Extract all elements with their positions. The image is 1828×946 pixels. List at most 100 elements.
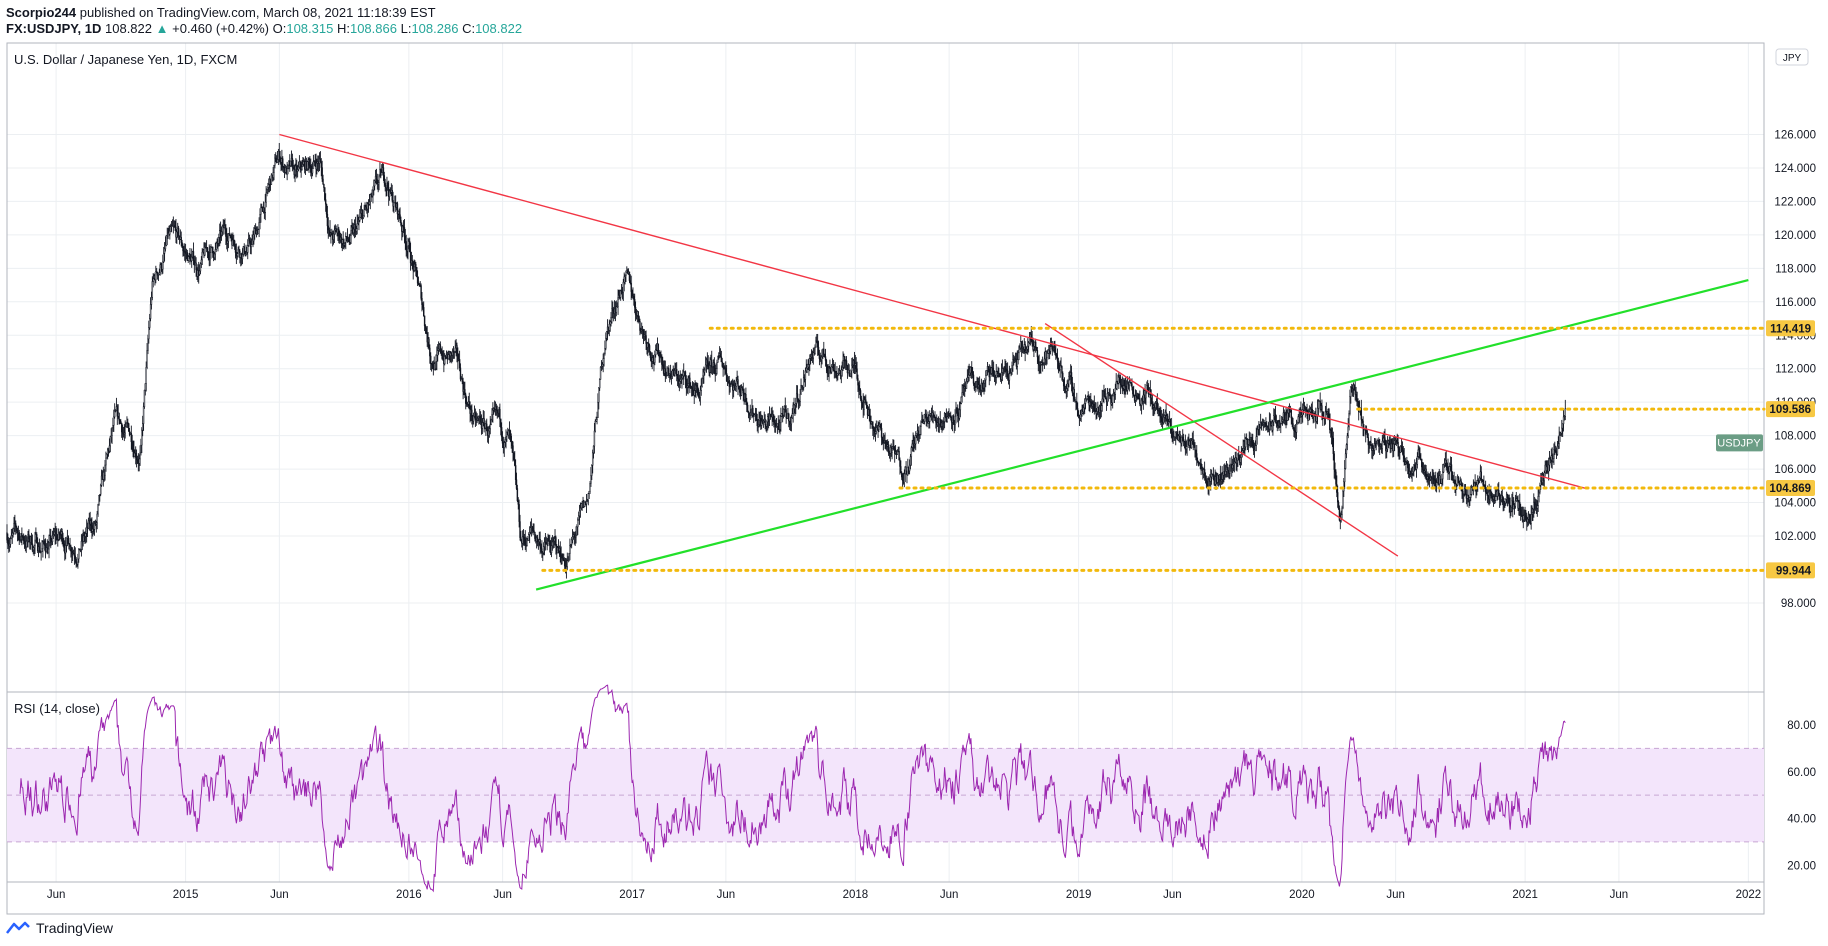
tradingview-brand[interactable]: TradingView	[6, 920, 113, 936]
candle-body	[1290, 409, 1292, 419]
candle-body	[1056, 357, 1059, 362]
candle-body	[599, 366, 602, 380]
price-axis[interactable]: 126.000 124.000 122.000 120.000 118.000 116.0…	[1774, 130, 1816, 610]
candle-body	[272, 172, 274, 178]
candle-body	[1272, 421, 1274, 431]
candle-body	[746, 404, 749, 413]
candle-body	[591, 465, 593, 476]
candle-body	[1381, 440, 1384, 449]
candle-body	[717, 355, 719, 363]
candle-body	[431, 363, 434, 367]
candle-body	[1046, 350, 1048, 358]
candle-body	[1462, 491, 1464, 496]
candle-body	[1460, 480, 1462, 486]
candle-body	[320, 161, 322, 168]
candle-body	[440, 348, 442, 354]
candle-body	[1525, 515, 1527, 519]
candle-body	[746, 401, 748, 406]
candle-body	[534, 532, 536, 539]
candle-body	[825, 360, 828, 366]
candle-body	[738, 385, 740, 390]
candle-body	[929, 415, 931, 422]
candle-body	[1139, 398, 1141, 405]
candle-body	[356, 223, 358, 230]
candle-body	[720, 356, 723, 363]
candle-body	[516, 488, 519, 501]
candle-body	[1386, 443, 1389, 450]
price-tick-label: 118.000	[1775, 263, 1816, 275]
candle-body	[1396, 437, 1398, 443]
candle-body	[589, 483, 591, 492]
candle-body	[1017, 352, 1019, 360]
candle-body	[1206, 480, 1208, 486]
candle-body	[1245, 438, 1247, 448]
candle-body	[224, 225, 226, 230]
candle-body	[47, 548, 49, 554]
candle-body	[1536, 505, 1538, 509]
candle-body	[540, 546, 542, 550]
candle-body	[910, 447, 913, 458]
candle-body	[1151, 394, 1153, 405]
candle-body	[1332, 437, 1335, 454]
red-trendline[interactable]	[279, 133, 1586, 490]
candle-body	[735, 380, 737, 387]
candle-body	[350, 230, 352, 236]
candle-body	[413, 266, 415, 271]
candle-body	[155, 271, 157, 280]
candle-body	[1340, 514, 1342, 519]
drawing-overlays[interactable]	[279, 133, 1766, 591]
time-axis[interactable]: Jun 2015 Jun 2016 Jun 2017 Jun 2018 Jun 2019 Jun 20…	[47, 889, 1761, 901]
candle-body	[1447, 467, 1449, 473]
candle-body	[1367, 437, 1370, 446]
candle-body	[1065, 388, 1067, 392]
candle-body	[118, 412, 120, 421]
candle-body	[1474, 482, 1476, 487]
candle-body	[468, 401, 470, 407]
candle-body	[664, 368, 667, 376]
red-trendline[interactable]	[1044, 322, 1399, 557]
candle-body	[1435, 482, 1438, 487]
candle-body	[571, 536, 574, 541]
candle-body	[1295, 423, 1298, 433]
candle-body	[512, 445, 514, 453]
candle-body	[50, 535, 52, 541]
candle-body	[1353, 384, 1356, 391]
green-trendline[interactable]	[535, 278, 1749, 591]
candle-body	[1393, 443, 1395, 452]
candle-body	[529, 527, 532, 533]
candle-body	[99, 485, 102, 495]
candle-body	[555, 537, 557, 547]
candle-body	[1505, 498, 1507, 504]
candle-body	[932, 412, 934, 416]
currency-badge[interactable]	[1775, 48, 1809, 66]
time-tick-label: Jun	[270, 889, 289, 901]
candle-body	[1561, 423, 1564, 429]
candle-body	[230, 235, 232, 239]
symbol-label[interactable]: FX:USDJPY, 1D	[6, 21, 102, 36]
candle-body	[373, 185, 375, 191]
candle-body	[1470, 487, 1473, 495]
candle-body	[67, 536, 69, 544]
candlestick-series	[6, 142, 1567, 579]
candle-body	[745, 394, 747, 402]
symbol-tag	[1716, 434, 1763, 452]
candle-body	[489, 424, 491, 430]
candle-body	[7, 539, 9, 545]
candle-body	[566, 560, 568, 568]
candle-body	[814, 346, 816, 354]
symbol-tag-label: USDJPY	[1717, 437, 1761, 449]
candle-body	[77, 558, 79, 565]
candle-body	[1348, 413, 1350, 428]
rsi-axis[interactable]: 80.00 60.00 40.00 20.00	[1787, 720, 1816, 872]
price-tick-label: 104.000	[1774, 498, 1816, 510]
candle-body	[1083, 407, 1085, 413]
candle-body	[421, 298, 423, 305]
author-name[interactable]: Scorpio244	[6, 5, 77, 20]
candle-body	[500, 418, 502, 428]
candle-body	[321, 167, 323, 180]
candle-body	[1006, 370, 1009, 378]
candle-body	[1370, 442, 1372, 446]
candle-body	[1388, 440, 1391, 445]
candle-body	[276, 159, 279, 163]
